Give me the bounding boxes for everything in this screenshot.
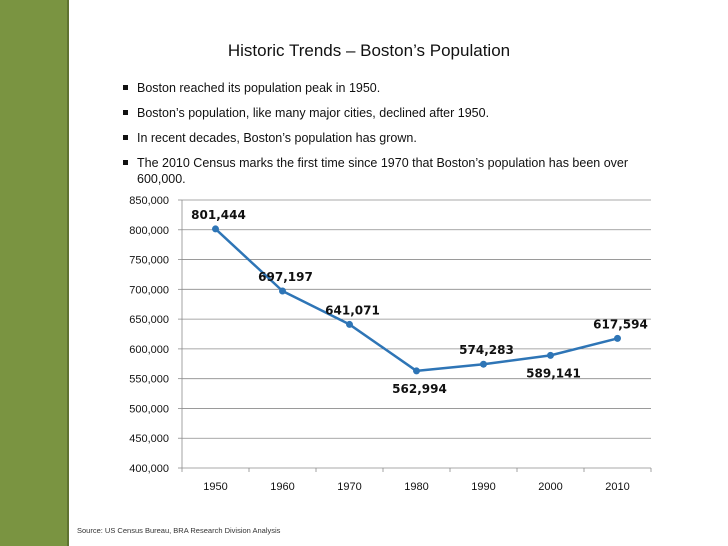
x-tick-label: 2000: [538, 481, 562, 493]
data-label: 641,071: [325, 303, 380, 317]
y-tick-label: 450,000: [129, 433, 169, 445]
data-label: 562,994: [392, 382, 447, 396]
y-tick-label: 400,000: [129, 463, 169, 475]
data-point: [547, 351, 554, 359]
data-point: [413, 367, 420, 375]
bullet-item: In recent decades, Boston’s population h…: [121, 130, 661, 146]
x-tick-label: 1980: [404, 481, 428, 493]
data-labels: 801,444 697,197 641,071 562,994 574,283 589,1…: [191, 208, 648, 396]
decorative-sidebar: [0, 0, 69, 546]
data-point: [346, 320, 353, 328]
slide: Historic Trends – Boston’s Population Bo…: [69, 0, 728, 546]
x-tick-label: 1990: [471, 481, 495, 493]
data-series: [212, 225, 621, 375]
y-tick-label: 650,000: [129, 314, 169, 326]
y-tick-label: 750,000: [129, 255, 169, 267]
series-line: [214, 228, 618, 373]
x-tick-label: 2010: [605, 481, 629, 493]
source-note: Source: US Census Bureau, BRA Research D…: [77, 526, 281, 535]
bullet-list: Boston reached its population peak in 19…: [121, 80, 661, 196]
bullet-item: Boston’s population, like many major cit…: [121, 105, 661, 121]
x-tick-label: 1960: [270, 481, 294, 493]
bullet-item: The 2010 Census marks the first time sin…: [121, 155, 661, 187]
data-label: 801,444: [191, 208, 246, 222]
data-label: 617,594: [593, 317, 648, 331]
x-tick-label: 1970: [337, 481, 361, 493]
axes: 400,000 450,000 500,000 550,000 600,000 650,0…: [129, 195, 652, 493]
y-tick-label: 500,000: [129, 403, 169, 415]
bullet-item: Boston reached its population peak in 19…: [121, 80, 661, 96]
y-tick-label: 850,000: [129, 195, 169, 207]
data-label: 697,197: [258, 270, 313, 284]
data-point: [480, 360, 487, 368]
y-tick-label: 550,000: [129, 374, 169, 386]
data-point: [279, 287, 286, 295]
data-label: 574,283: [459, 343, 514, 357]
data-point: [212, 225, 219, 233]
x-tick-label: 1950: [203, 481, 227, 493]
y-tick-label: 600,000: [129, 344, 169, 356]
gridlines: [182, 199, 651, 469]
slide-title: Historic Trends – Boston’s Population: [227, 41, 511, 60]
data-point: [614, 334, 621, 342]
y-tick-label: 700,000: [129, 284, 169, 296]
data-label: 589,141: [526, 366, 581, 380]
y-tick-label: 800,000: [129, 225, 169, 237]
